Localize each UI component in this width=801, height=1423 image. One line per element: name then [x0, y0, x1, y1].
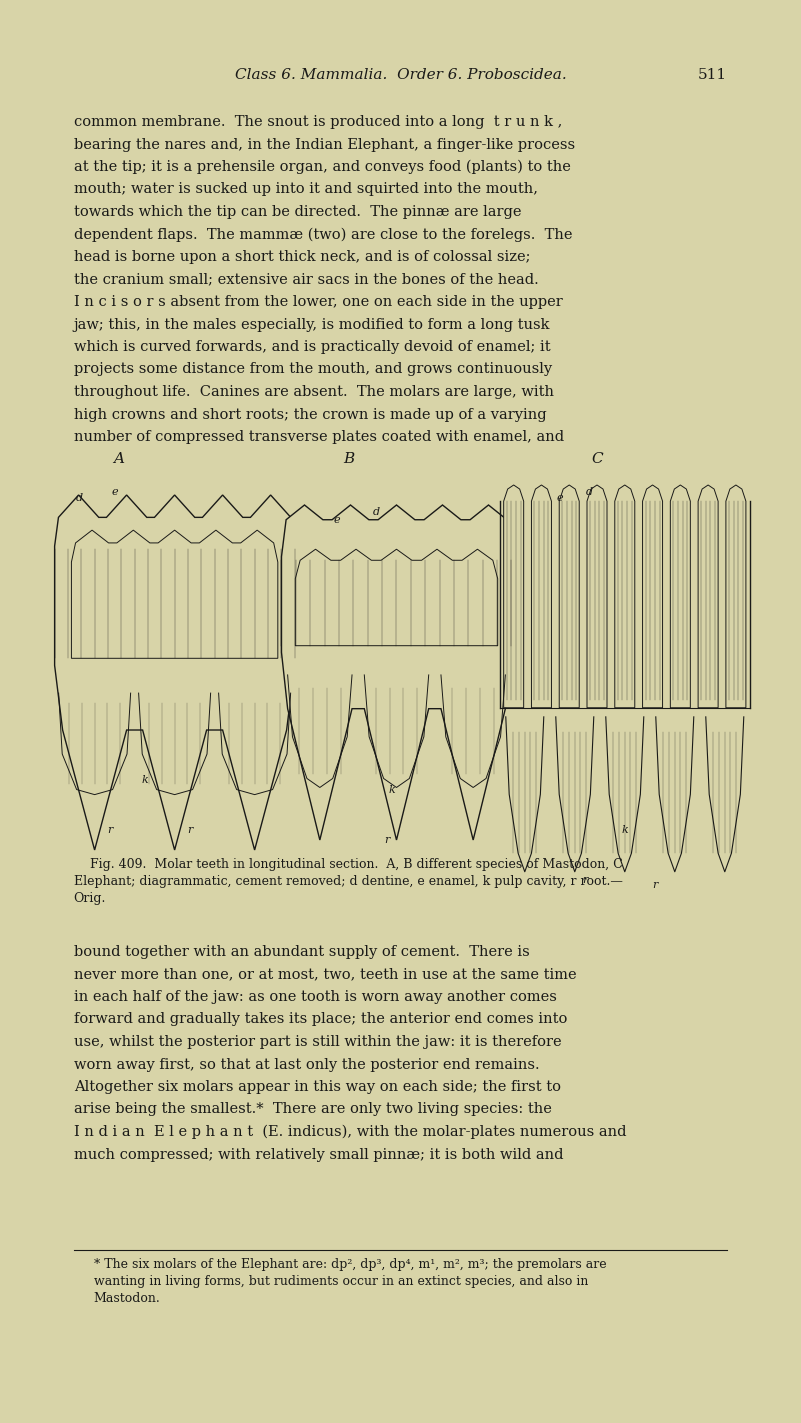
Text: bearing the nares and, in the Indian Elephant, a finger-like process: bearing the nares and, in the Indian Ele… [74, 138, 575, 151]
Polygon shape [670, 485, 690, 707]
Text: 511: 511 [698, 68, 727, 83]
Polygon shape [726, 485, 746, 707]
Text: A: A [113, 453, 124, 465]
Text: r: r [582, 875, 587, 885]
Text: Altogether six molars appear in this way on each side; the first to: Altogether six molars appear in this way… [74, 1080, 561, 1094]
Polygon shape [559, 485, 579, 707]
Text: Orig.: Orig. [74, 892, 106, 905]
Text: throughout life.  Canines are absent.  The molars are large, with: throughout life. Canines are absent. The… [74, 386, 553, 398]
Text: much compressed; with relatively small pinnæ; it is both wild and: much compressed; with relatively small p… [74, 1147, 563, 1161]
Polygon shape [281, 505, 512, 840]
Text: I n d i a n  E l e p h a n t  (E. indicus), with the molar-plates numerous and: I n d i a n E l e p h a n t (E. indicus)… [74, 1126, 626, 1140]
Text: Class 6. Mammalia.  Order 6. Proboscidea.: Class 6. Mammalia. Order 6. Proboscidea. [235, 68, 566, 83]
Text: which is curved forwards, and is practically devoid of enamel; it: which is curved forwards, and is practic… [74, 340, 550, 354]
Text: r: r [384, 835, 389, 845]
Text: e: e [111, 487, 118, 497]
Text: e: e [557, 492, 563, 502]
Polygon shape [531, 485, 551, 707]
Polygon shape [71, 531, 278, 659]
Polygon shape [587, 485, 607, 707]
Text: bound together with an abundant supply of cement.  There is: bound together with an abundant supply o… [74, 945, 529, 959]
Text: jaw; this, in the males especially, is modified to form a long tusk: jaw; this, in the males especially, is m… [74, 317, 550, 332]
Text: B: B [343, 453, 354, 465]
Polygon shape [504, 485, 524, 707]
Text: mouth; water is sucked up into it and squirted into the mouth,: mouth; water is sucked up into it and sq… [74, 182, 537, 196]
Text: Mastodon.: Mastodon. [94, 1292, 160, 1305]
Text: e: e [333, 515, 340, 525]
Polygon shape [698, 485, 718, 707]
Text: arise being the smallest.*  There are only two living species: the: arise being the smallest.* There are onl… [74, 1103, 552, 1117]
Text: Fig. 409.  Molar teeth in longitudinal section.  A, B different species of Masto: Fig. 409. Molar teeth in longitudinal se… [74, 858, 622, 871]
Text: in each half of the jaw: as one tooth is worn away another comes: in each half of the jaw: as one tooth is… [74, 990, 557, 1005]
Text: the cranium small; extensive air sacs in the bones of the head.: the cranium small; extensive air sacs in… [74, 272, 538, 286]
Text: k: k [388, 785, 395, 795]
Text: wanting in living forms, but rudiments occur in an extinct species, and also in: wanting in living forms, but rudiments o… [94, 1275, 588, 1288]
Text: worn away first, so that at last only the posterior end remains.: worn away first, so that at last only th… [74, 1057, 539, 1072]
Text: r: r [652, 879, 658, 889]
Text: head is borne upon a short thick neck, and is of colossal size;: head is borne upon a short thick neck, a… [74, 250, 530, 265]
Text: k: k [622, 825, 628, 835]
Text: I n c i s o r s absent from the lower, one on each side in the upper: I n c i s o r s absent from the lower, o… [74, 295, 562, 309]
Text: d: d [76, 492, 83, 502]
Text: dependent flaps.  The mammæ (two) are close to the forelegs.  The: dependent flaps. The mammæ (two) are clo… [74, 228, 572, 242]
Text: r: r [187, 825, 192, 835]
Polygon shape [615, 485, 634, 707]
Text: towards which the tip can be directed.  The pinnæ are large: towards which the tip can be directed. T… [74, 205, 521, 219]
Text: forward and gradually takes its place; the anterior end comes into: forward and gradually takes its place; t… [74, 1013, 567, 1026]
Text: r: r [107, 825, 112, 835]
Text: k: k [141, 776, 148, 785]
Polygon shape [296, 549, 497, 646]
Text: Elephant; diagrammatic, cement removed; d dentine, e enamel, k pulp cavity, r ro: Elephant; diagrammatic, cement removed; … [74, 875, 622, 888]
Text: use, whilst the posterior part is still within the jaw: it is therefore: use, whilst the posterior part is still … [74, 1035, 562, 1049]
Polygon shape [54, 495, 295, 850]
Text: d: d [373, 507, 380, 517]
Text: never more than one, or at most, two, teeth in use at the same time: never more than one, or at most, two, te… [74, 968, 576, 982]
Text: d: d [586, 487, 594, 497]
Polygon shape [642, 485, 662, 707]
Text: at the tip; it is a prehensile organ, and conveys food (plants) to the: at the tip; it is a prehensile organ, an… [74, 159, 570, 175]
Text: number of compressed transverse plates coated with enamel, and: number of compressed transverse plates c… [74, 430, 564, 444]
Text: common membrane.  The snout is produced into a long  t r u n k ,: common membrane. The snout is produced i… [74, 115, 562, 129]
Text: high crowns and short roots; the crown is made up of a varying: high crowns and short roots; the crown i… [74, 407, 546, 421]
Text: projects some distance from the mouth, and grows continuously: projects some distance from the mouth, a… [74, 363, 552, 377]
Text: C: C [591, 453, 602, 465]
Text: * The six molars of the Elephant are: dp², dp³, dp⁴, m¹, m², m³; the premolars a: * The six molars of the Elephant are: dp… [94, 1258, 606, 1271]
